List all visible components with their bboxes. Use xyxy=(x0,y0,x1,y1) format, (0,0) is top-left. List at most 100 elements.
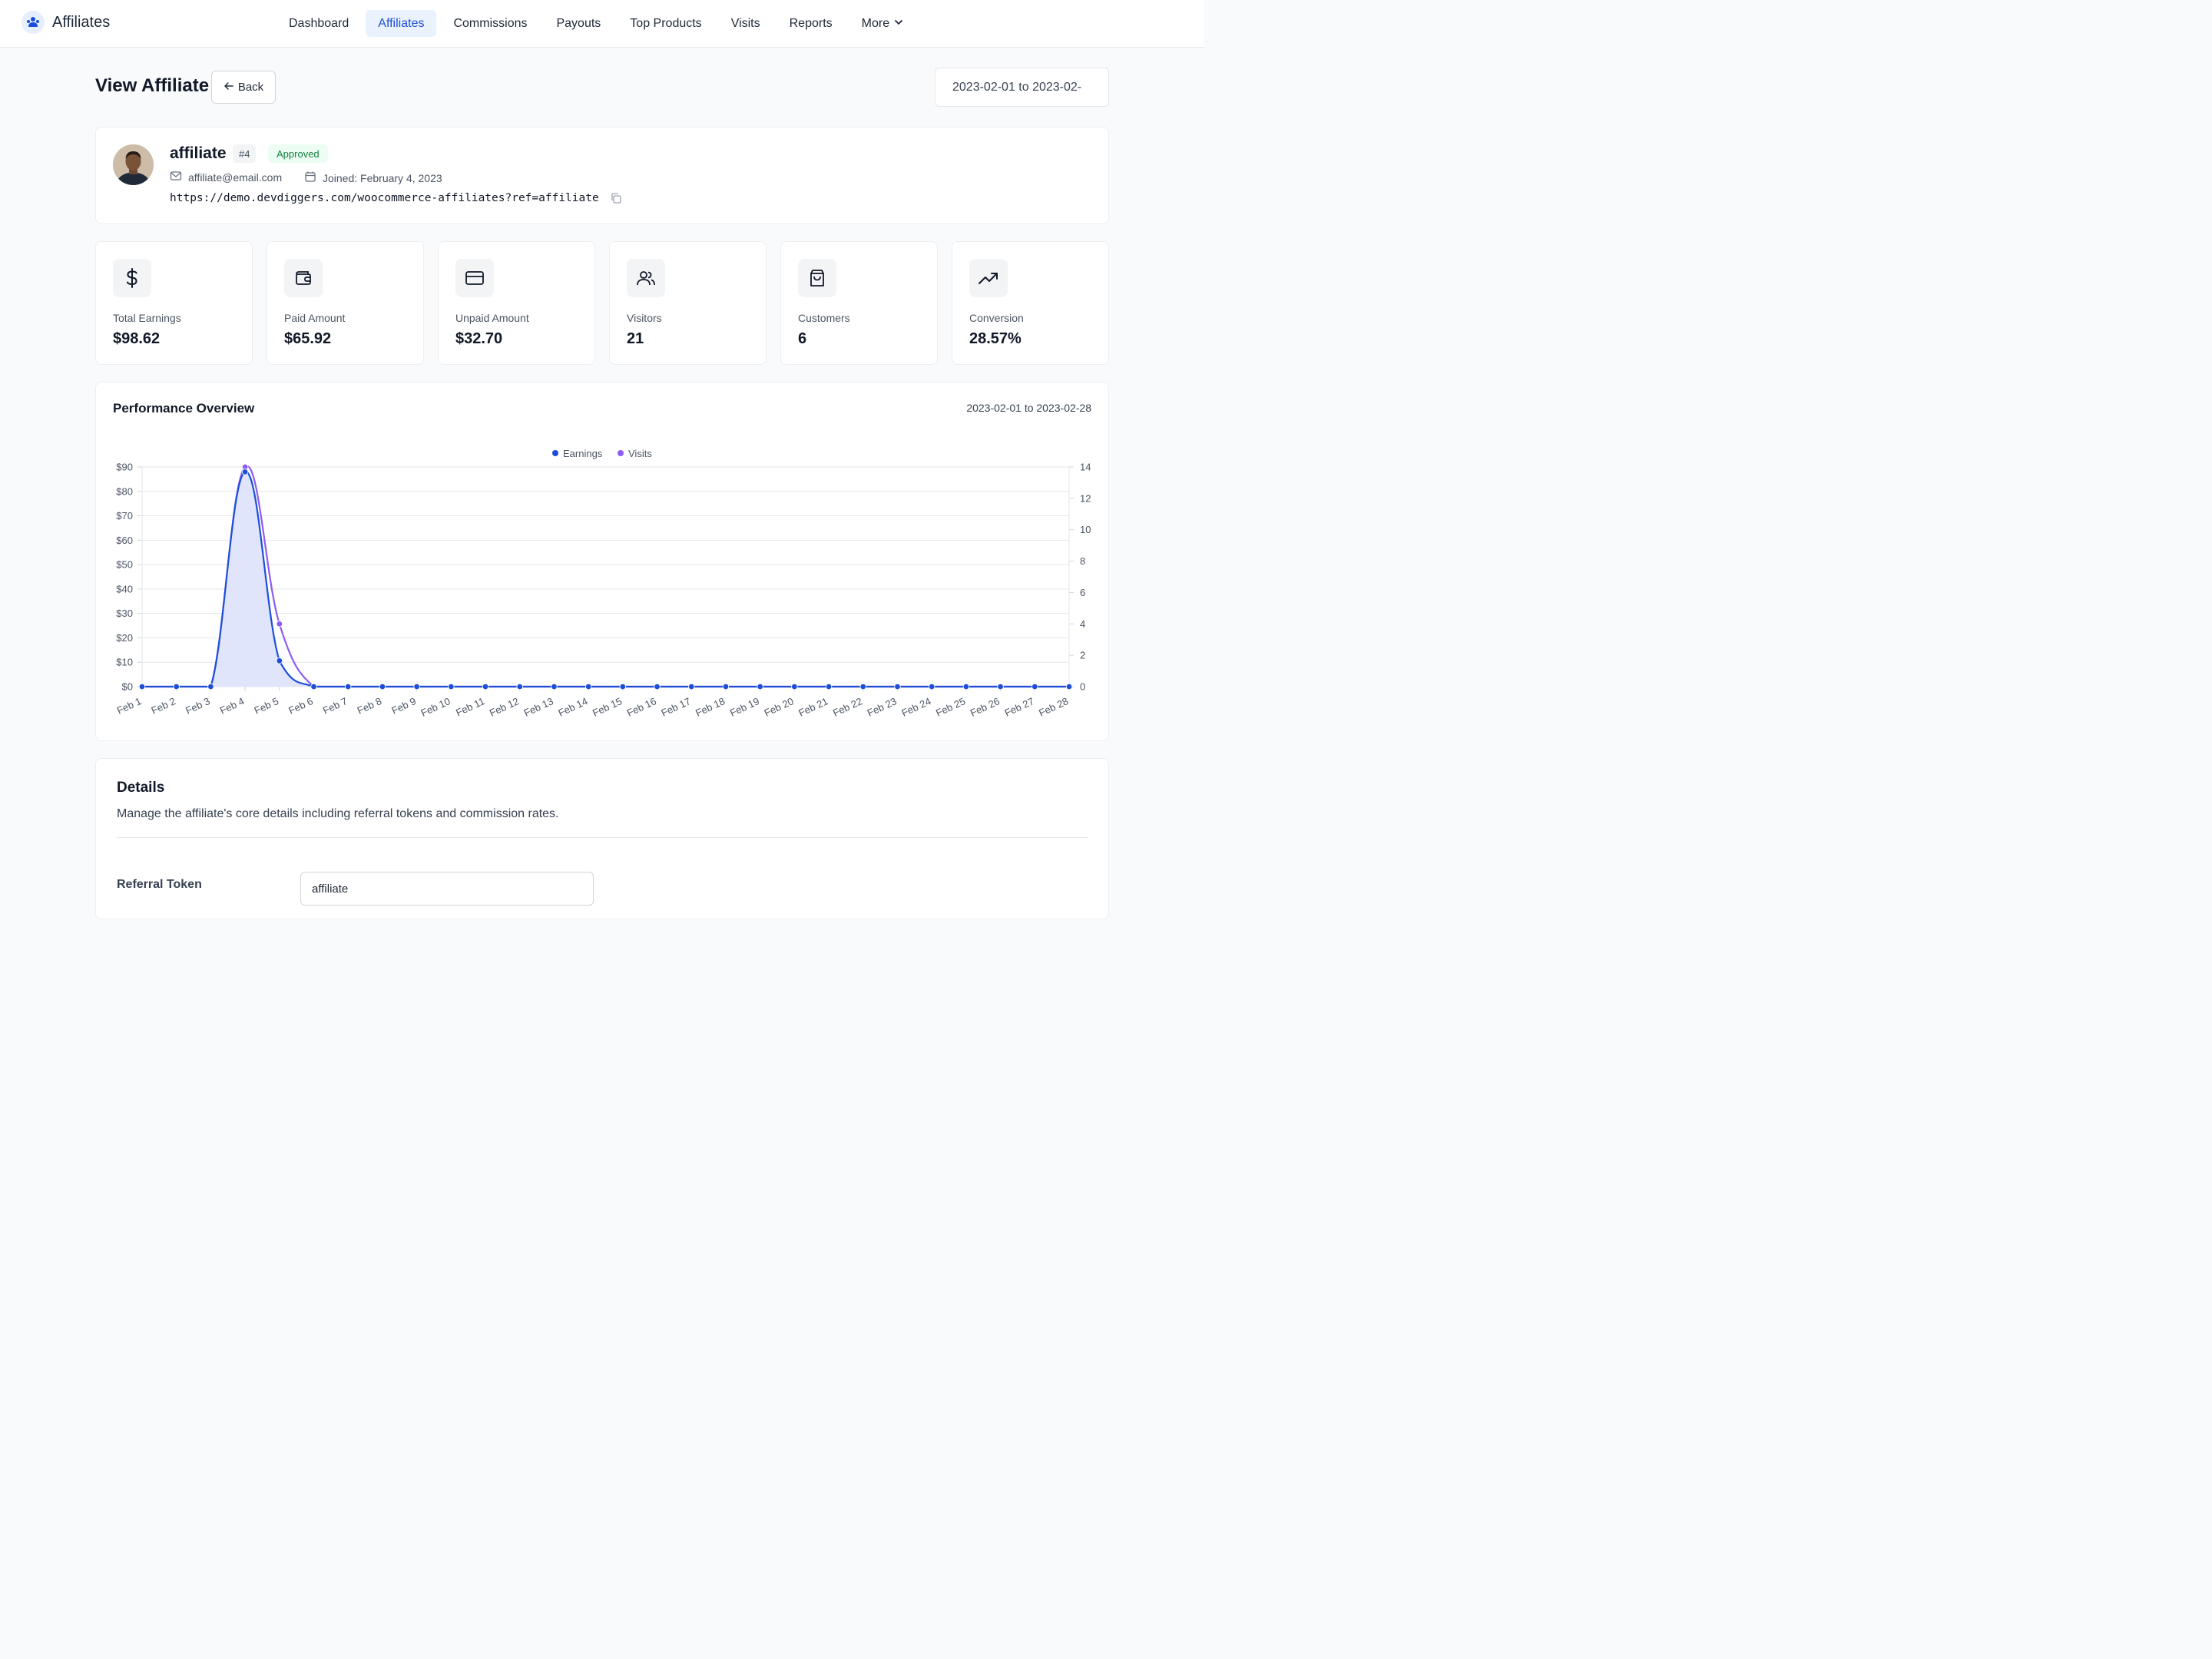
stat-label: Visitors xyxy=(627,312,662,324)
data-point-earnings xyxy=(516,683,523,690)
chevron-down-icon xyxy=(894,17,903,31)
page-title: View Affiliate xyxy=(95,75,210,96)
nav-more[interactable]: More xyxy=(849,10,916,37)
x-tick-label: Feb 6 xyxy=(286,695,314,717)
nav-payouts[interactable]: Payouts xyxy=(556,16,601,30)
y-right-tick-label: 10 xyxy=(1080,524,1091,535)
x-tick-label: Feb 20 xyxy=(763,695,796,719)
data-point-earnings xyxy=(207,683,214,690)
x-tick-label: Feb 1 xyxy=(115,695,143,717)
stat-label: Total Earnings xyxy=(113,312,181,324)
legend-label-earnings: Earnings xyxy=(563,448,603,459)
stat-card-visitors: Visitors 21 xyxy=(609,241,767,365)
stat-value: $65.92 xyxy=(284,330,332,347)
y-left-tick-label: $80 xyxy=(116,485,133,497)
x-tick-label: Feb 13 xyxy=(522,695,555,719)
y-left-tick-label: $10 xyxy=(116,657,133,668)
x-tick-label: Feb 12 xyxy=(488,695,521,719)
y-left-tick-label: $0 xyxy=(122,681,133,693)
nav-visits[interactable]: Visits xyxy=(730,16,760,30)
x-tick-label: Feb 21 xyxy=(796,695,830,719)
x-tick-label: Feb 22 xyxy=(831,695,864,719)
stat-label: Unpaid Amount xyxy=(455,312,529,324)
data-point-earnings xyxy=(310,683,317,690)
stat-card-conversion: Conversion 28.57% xyxy=(952,241,1109,365)
nav-more-label: More xyxy=(861,16,890,30)
credit-card-icon xyxy=(455,259,494,297)
affiliate-joined: Joined: February 4, 2023 xyxy=(304,171,442,185)
date-range-picker[interactable]: 2023-02-01 to 2023-02- xyxy=(935,68,1109,107)
stat-value: 21 xyxy=(627,330,644,347)
data-point-earnings xyxy=(757,683,763,690)
copy-icon[interactable] xyxy=(610,192,622,204)
stat-value: 28.57% xyxy=(969,330,1022,347)
x-tick-label: Feb 8 xyxy=(356,695,383,717)
stat-value: $98.62 xyxy=(113,330,161,347)
data-point-earnings xyxy=(825,683,833,690)
performance-chart: $0 $10 $20 $30 $40 $50 $60 $70 $80 $90 0 2 4 6 8 10 12 14… xyxy=(115,448,1091,719)
legend-marker-visits xyxy=(618,450,624,456)
data-point-earnings xyxy=(688,683,695,690)
top-navigation-bar: Affiliates Dashboard Affiliates Commissi… xyxy=(0,0,1204,48)
y-right-tick-label: 6 xyxy=(1080,587,1085,598)
referral-url: https://demo.devdiggers.com/woocommerce-… xyxy=(170,192,622,204)
x-tick-label: Feb 11 xyxy=(454,695,486,718)
app-name: Affiliates xyxy=(52,13,111,31)
y-left-tick-label: $60 xyxy=(116,535,133,546)
stat-card-total-earnings: Total Earnings $98.62 xyxy=(95,241,253,365)
affiliate-email: affiliate@email.com xyxy=(170,171,282,184)
avatar xyxy=(113,144,154,185)
legend-marker-earnings xyxy=(552,450,558,456)
nav-affiliates[interactable]: Affiliates xyxy=(366,10,437,37)
x-tick-label: Feb 23 xyxy=(866,695,899,719)
x-tick-label: Feb 5 xyxy=(253,695,280,717)
x-tick-label: Feb 3 xyxy=(184,695,211,717)
brand[interactable]: Affiliates xyxy=(22,11,110,34)
stat-value: 6 xyxy=(798,330,807,347)
dollar-icon xyxy=(113,259,151,297)
nav-dashboard[interactable]: Dashboard xyxy=(289,16,349,30)
main-nav: Dashboard Affiliates Commissions Payouts… xyxy=(276,10,916,37)
performance-overview-card: Performance Overview 2023-02-01 to 2023-… xyxy=(95,382,1109,741)
y-left-tick-label: $40 xyxy=(116,583,133,594)
arrow-left-icon xyxy=(224,81,233,94)
referral-token-input[interactable] xyxy=(300,872,594,906)
data-point-earnings xyxy=(276,657,283,664)
x-tick-label: Feb 2 xyxy=(149,695,177,717)
x-tick-label: Feb 4 xyxy=(218,695,246,717)
nav-reports[interactable]: Reports xyxy=(789,16,833,30)
x-tick-label: Feb 14 xyxy=(556,695,589,719)
data-point-earnings xyxy=(1065,683,1073,690)
shopping-bag-icon xyxy=(798,259,836,297)
x-tick-label: Feb 27 xyxy=(1003,695,1036,719)
data-point-earnings xyxy=(173,683,180,690)
x-tick-label: Feb 28 xyxy=(1037,695,1070,719)
y-right-tick-label: 14 xyxy=(1080,462,1091,473)
stat-value: $32.70 xyxy=(455,330,503,347)
calendar-icon xyxy=(304,171,316,185)
data-point-earnings xyxy=(551,683,558,690)
y-left-tick-label: $20 xyxy=(116,632,133,644)
back-button[interactable]: Back xyxy=(211,71,276,104)
x-tick-label: Feb 17 xyxy=(659,695,692,719)
data-point-earnings xyxy=(928,683,935,690)
x-tick-label: Feb 7 xyxy=(321,695,349,717)
x-tick-label: Feb 25 xyxy=(934,695,967,719)
data-point-earnings xyxy=(482,683,489,690)
data-point-earnings xyxy=(791,683,798,690)
data-point-earnings xyxy=(654,683,661,690)
data-point-earnings xyxy=(859,683,866,690)
y-left-tick-label: $30 xyxy=(116,608,133,619)
stat-label: Customers xyxy=(798,312,850,324)
data-point-earnings xyxy=(962,683,970,690)
y-right-tick-label: 2 xyxy=(1080,650,1085,661)
nav-top-products[interactable]: Top Products xyxy=(630,16,702,30)
status-badge: Approved xyxy=(268,144,328,163)
x-tick-label: Feb 19 xyxy=(728,695,761,719)
affiliate-profile-card: affiliate #4 Approved affiliate@email.co… xyxy=(95,127,1109,224)
referral-token-label: Referral Token xyxy=(117,878,202,891)
y-right-tick-label: 8 xyxy=(1080,555,1085,567)
nav-commissions[interactable]: Commissions xyxy=(453,16,528,30)
series-line-visits xyxy=(141,465,1069,688)
x-tick-label: Feb 10 xyxy=(419,695,452,719)
